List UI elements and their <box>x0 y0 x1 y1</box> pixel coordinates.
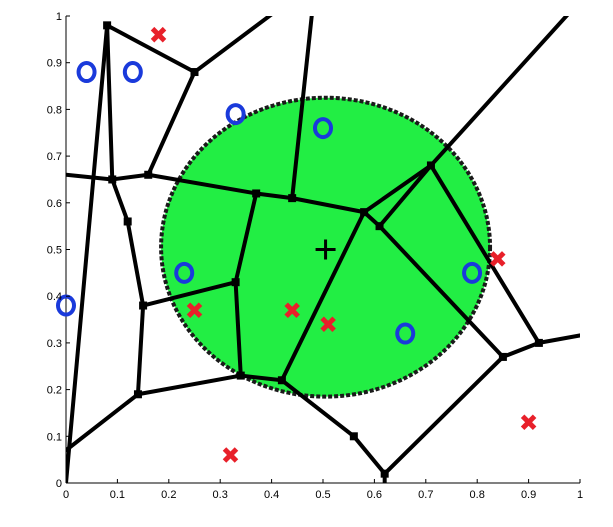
x-tick-label: 0.5 <box>315 489 330 501</box>
circle-marker <box>313 117 333 140</box>
voronoi-vertex <box>133 390 142 399</box>
x-tick-label: 0.9 <box>521 489 536 501</box>
voronoi-vertex <box>139 301 148 310</box>
voronoi-edge <box>66 23 110 483</box>
voronoi-edge <box>135 373 243 397</box>
voronoi-edge <box>377 163 433 229</box>
voronoi-edge <box>192 16 273 75</box>
x-tick-label: 0.4 <box>264 489 279 501</box>
cross-marker <box>489 251 506 267</box>
voronoi-edge <box>125 219 146 308</box>
x-tick-label: 0.6 <box>367 489 382 501</box>
circle-marker <box>462 261 483 284</box>
cross-marker <box>284 302 300 318</box>
voronoi-vertex <box>288 194 297 203</box>
voronoi-edge <box>428 163 541 345</box>
voronoi-edge <box>238 373 284 383</box>
voronoi-edge <box>290 196 367 215</box>
voronoi-edge <box>146 70 197 177</box>
voronoi-vertex <box>231 278 240 287</box>
x-tick-label: 0.1 <box>110 489 125 501</box>
voronoi-edge <box>428 16 570 168</box>
voronoi-vertex <box>349 432 358 441</box>
voronoi-vertex <box>375 222 384 231</box>
circle-marker <box>76 61 97 84</box>
voronoi-vertex <box>103 21 112 30</box>
voronoi-edge <box>351 434 387 476</box>
cross-marker <box>222 447 239 463</box>
circle-marker <box>122 61 143 84</box>
voronoi-edge <box>500 340 541 359</box>
voronoi-edge <box>279 210 367 383</box>
voronoi-edge <box>279 378 356 439</box>
voronoi-edge <box>233 191 259 285</box>
x-tick-label: 1 <box>577 489 583 501</box>
voronoi-vertex <box>252 189 261 198</box>
voronoi-edge <box>105 23 115 182</box>
y-tick-label: 0.4 <box>47 291 62 303</box>
voronoi-edge <box>66 392 140 453</box>
circle-marker <box>174 261 195 284</box>
y-tick-label: 0.7 <box>47 151 62 163</box>
voronoi-vertex <box>534 338 543 347</box>
voronoi-edge <box>233 280 243 378</box>
voronoi-vertex <box>236 371 245 380</box>
voronoi-edge <box>146 172 259 196</box>
voronoi-edge <box>536 333 580 345</box>
y-tick-label: 0.1 <box>47 431 62 443</box>
voronoi-vertex <box>426 161 435 170</box>
x-tick-label: 0 <box>63 489 69 501</box>
voronoi-vertex <box>190 68 199 77</box>
y-tick-label: 0.3 <box>47 338 62 350</box>
cross-marker <box>320 316 336 332</box>
center-plus-marker <box>315 239 336 260</box>
voronoi-edge <box>141 280 238 308</box>
voronoi-edge <box>290 16 314 201</box>
y-tick-label: 0.5 <box>47 245 62 257</box>
y-tick-label: 0.2 <box>47 385 62 397</box>
voronoi-vertex <box>277 376 286 385</box>
voronoi-vertex <box>380 469 389 478</box>
cross-marker <box>520 414 537 431</box>
circle-marker <box>225 103 246 126</box>
voronoi-vertex <box>108 175 117 184</box>
y-tick-label: 1 <box>56 11 62 23</box>
y-tick-label: 0.6 <box>47 198 62 210</box>
voronoi-vertex <box>360 208 369 217</box>
cross-marker <box>150 26 167 43</box>
voronoi-edge <box>110 172 151 182</box>
cross-marker <box>186 302 203 318</box>
y-tick-label: 0.8 <box>47 104 62 116</box>
voronoi-edge <box>362 163 433 215</box>
voronoi-edge <box>135 303 146 397</box>
y-tick-label: 0.9 <box>47 58 62 70</box>
voronoi-edge <box>66 172 115 182</box>
voronoi-edge <box>254 191 295 201</box>
voronoi-vertex <box>123 217 132 226</box>
voronoi-vertex <box>498 352 507 361</box>
voronoi-vertex <box>144 170 153 179</box>
y-tick-label: 0 <box>56 478 62 490</box>
circle-marker <box>395 322 416 345</box>
x-tick-label: 0.7 <box>418 489 433 501</box>
x-tick-label: 0.2 <box>161 489 176 501</box>
x-tick-label: 0.3 <box>213 489 228 501</box>
voronoi-edge <box>110 177 130 224</box>
voronoi-edge <box>382 354 505 476</box>
voronoi-edge <box>377 224 505 359</box>
x-tick-label: 0.8 <box>470 489 485 501</box>
voronoi-edge <box>105 23 197 75</box>
